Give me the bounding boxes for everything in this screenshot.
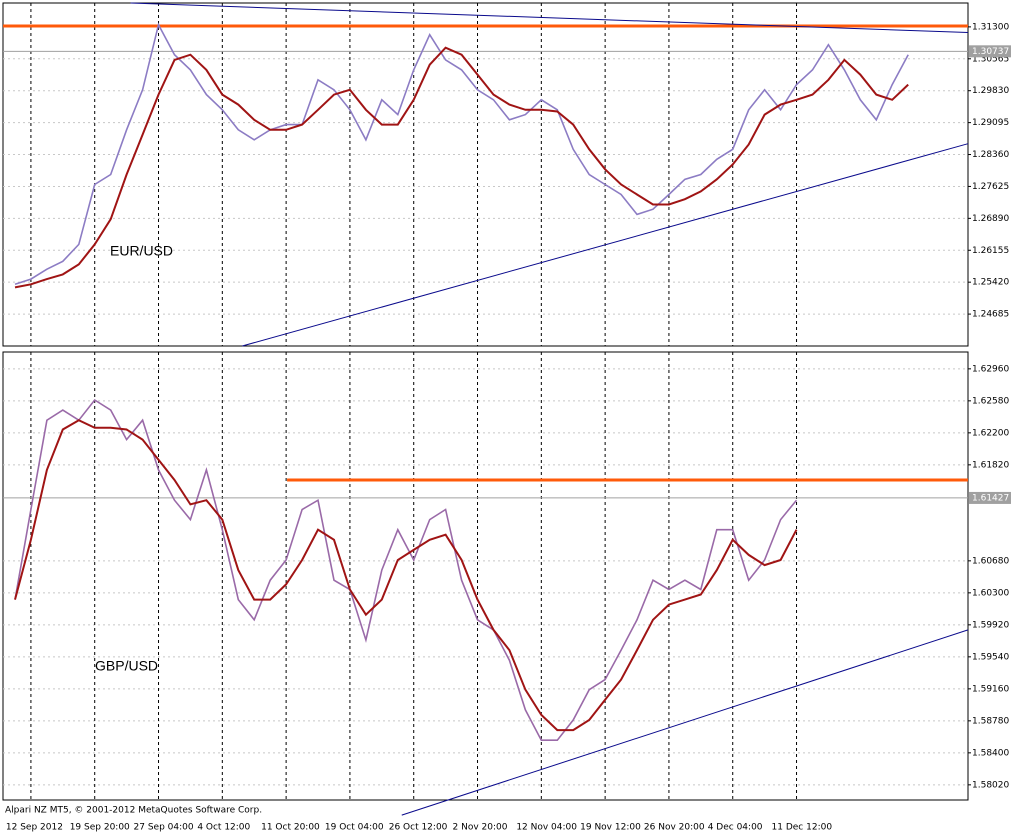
y-tick-label: 1.29830 <box>972 86 1009 96</box>
y-tick-label: 1.30565 <box>972 54 1009 64</box>
plot-frame <box>2 351 969 801</box>
y-tick-label: 1.28360 <box>972 150 1009 160</box>
x-tick-label: 12 Nov 04:00 <box>516 823 577 833</box>
y-tick-label: 1.62580 <box>972 396 1009 406</box>
x-tick-label: 19 Nov 12:00 <box>580 823 641 833</box>
y-tick-label: 1.59920 <box>972 620 1009 630</box>
y-tick-label: 1.58400 <box>972 748 1009 758</box>
x-tick-label: 11 Dec 12:00 <box>772 823 833 833</box>
y-tick-label: 1.24685 <box>972 310 1009 320</box>
y-tick-label: 1.29095 <box>972 118 1009 128</box>
current-price-label: 1.30737 <box>972 47 1009 57</box>
price-line <box>14 22 909 286</box>
x-tick-label: 2 Nov 20:00 <box>453 823 508 833</box>
x-tick-label: 19 Oct 04:00 <box>325 823 384 833</box>
trend-line <box>130 2 969 34</box>
pair-label: EUR/USD <box>110 243 173 259</box>
x-tick-label: 26 Nov 20:00 <box>644 823 705 833</box>
y-tick-label: 1.26155 <box>972 246 1009 256</box>
pair-label: GBP/USD <box>95 658 158 674</box>
y-tick-label: 1.31300 <box>972 22 1009 32</box>
copyright: Alpari NZ MT5, © 2001-2012 MetaQuotes So… <box>5 806 262 816</box>
y-tick-label: 1.61820 <box>972 460 1009 470</box>
x-tick-label: 27 Sep 04:00 <box>134 823 194 833</box>
current-price-label: 1.61427 <box>972 493 1009 503</box>
y-tick-label: 1.62960 <box>972 364 1009 374</box>
x-tick-label: 11 Oct 20:00 <box>261 823 320 833</box>
price-line <box>14 419 798 732</box>
y-tick-label: 1.62200 <box>972 428 1009 438</box>
x-tick-label: 26 Oct 12:00 <box>389 823 448 833</box>
trend-line <box>401 629 969 816</box>
trend-line <box>242 143 969 347</box>
plot-frame <box>2 2 969 347</box>
y-tick-label: 1.60680 <box>972 556 1009 566</box>
price-line <box>14 398 798 741</box>
x-tick-label: 12 Sep 2012 <box>6 823 63 833</box>
y-tick-label: 1.27625 <box>972 182 1009 192</box>
y-tick-label: 1.58020 <box>972 780 1009 790</box>
y-tick-label: 1.59540 <box>972 652 1009 662</box>
x-tick-label: 4 Oct 12:00 <box>197 823 250 833</box>
x-tick-label: 19 Sep 20:00 <box>70 823 130 833</box>
price-line <box>14 46 909 289</box>
y-tick-label: 1.59160 <box>972 684 1009 694</box>
x-tick-label: 4 Dec 04:00 <box>708 823 763 833</box>
current-price-box <box>969 491 1011 504</box>
current-price-box <box>969 45 1011 58</box>
y-tick-label: 1.60300 <box>972 588 1009 598</box>
y-tick-label: 1.26890 <box>972 214 1009 224</box>
y-tick-label: 1.58780 <box>972 716 1009 726</box>
y-tick-label: 1.25420 <box>972 278 1009 288</box>
